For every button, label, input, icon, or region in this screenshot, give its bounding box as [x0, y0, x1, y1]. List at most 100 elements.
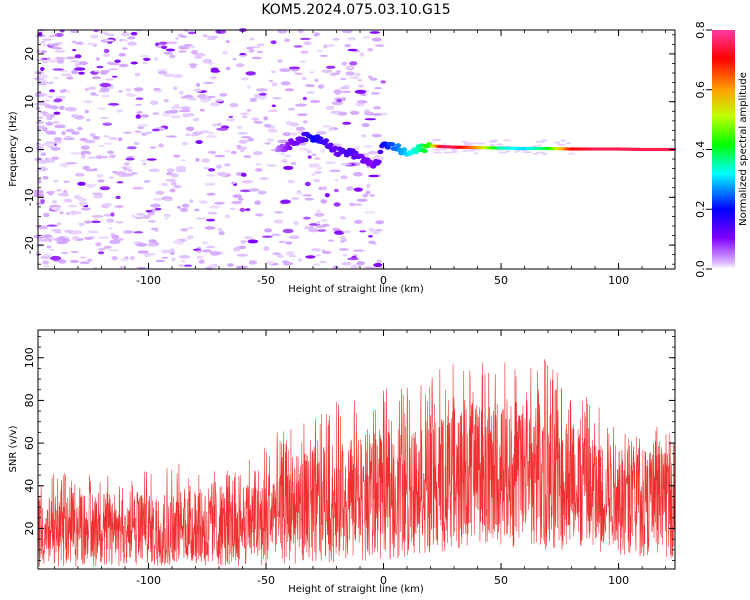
colorbar-tick-label: 0.6: [694, 81, 707, 99]
noise-blob: [340, 235, 346, 240]
noise-blob: [63, 180, 70, 183]
noise-blob: [349, 76, 360, 79]
signal-cell: [327, 142, 334, 147]
noise-blob: [320, 148, 325, 154]
noise-blob: [178, 50, 187, 53]
noise-blob: [157, 70, 168, 75]
noise-blob: [357, 79, 363, 82]
noise-blob: [313, 32, 320, 37]
noise-blob: [462, 149, 468, 152]
noise-blob: [354, 72, 361, 77]
snr-x-ticks: -100 -50 0 50 100: [54, 330, 666, 587]
x-tick-label: 0: [380, 574, 387, 587]
noise-blob: [232, 57, 237, 61]
noise-blob: [317, 229, 327, 232]
noise-blob: [91, 76, 102, 80]
noise-blob: [368, 75, 373, 79]
noise-blob: [283, 165, 294, 170]
noise-blob: [91, 192, 104, 195]
noise-blob: [270, 233, 281, 237]
noise-blob: [489, 140, 497, 143]
signal-cell: [323, 138, 330, 143]
noise-blob: [142, 162, 147, 166]
noise-blob: [111, 234, 120, 240]
noise-blob: [71, 114, 79, 119]
noise-blob: [75, 42, 83, 45]
noise-blob: [498, 151, 508, 154]
noise-blob: [112, 75, 118, 78]
colorbar-tick-label: 0.8: [694, 21, 707, 39]
noise-blob: [371, 113, 382, 116]
noise-blob: [333, 89, 342, 94]
noise-blob: [366, 183, 371, 188]
noise-blob: [246, 85, 251, 89]
noise-blob: [330, 72, 341, 76]
noise-blob: [147, 220, 157, 223]
noise-blob: [46, 245, 52, 249]
noise-blob: [78, 201, 88, 207]
noise-blob: [54, 50, 66, 53]
y-tick-label: -20: [23, 236, 36, 254]
noise-blob: [180, 35, 188, 38]
noise-blob: [178, 109, 191, 113]
noise-blob: [122, 47, 128, 50]
noise-blob: [74, 54, 82, 59]
noise-blob: [57, 236, 66, 240]
noise-blob: [350, 265, 359, 270]
noise-blob: [99, 82, 112, 88]
noise-blob: [514, 150, 519, 153]
noise-blob: [178, 45, 190, 50]
noise-blob: [97, 179, 105, 183]
noise-blob: [362, 36, 372, 39]
noise-blob: [248, 188, 260, 192]
noise-blob: [352, 171, 363, 177]
noise-blob: [495, 143, 504, 146]
noise-blob: [333, 188, 339, 193]
noise-blob: [303, 41, 312, 46]
noise-blob: [191, 50, 198, 55]
noise-blob: [368, 235, 373, 238]
noise-blob: [276, 254, 284, 258]
noise-blob: [359, 52, 365, 57]
noise-blob: [56, 189, 62, 192]
noise-blob: [71, 69, 79, 75]
noise-blob: [175, 165, 187, 171]
noise-blob: [288, 235, 300, 239]
noise-blob: [154, 242, 159, 246]
noise-blob: [259, 92, 267, 96]
noise-blob: [91, 215, 104, 218]
noise-blob: [432, 151, 443, 154]
noise-blob: [138, 123, 149, 127]
noise-blob: [329, 169, 341, 173]
noise-blob: [354, 89, 367, 94]
noise-blob: [87, 42, 98, 46]
noise-blob: [53, 137, 63, 142]
noise-blob: [120, 258, 129, 262]
noise-blob: [307, 228, 319, 233]
noise-blob: [503, 139, 511, 142]
noise-blob: [339, 87, 350, 89]
noise-blob: [203, 59, 210, 64]
noise-blob: [78, 71, 85, 75]
noise-blob: [148, 168, 160, 173]
noise-blob: [288, 66, 301, 70]
noise-blob: [210, 67, 219, 72]
noise-blob: [43, 212, 50, 218]
noise-blob: [163, 73, 175, 78]
noise-blob: [129, 255, 135, 261]
colorbar-ticks: 0.0 0.2 0.4 0.6 0.8: [694, 21, 712, 278]
noise-blob: [102, 53, 111, 57]
noise-blob: [291, 132, 298, 137]
noise-blob: [126, 93, 137, 97]
noise-blob: [46, 132, 57, 135]
noise-blob: [87, 230, 99, 234]
noise-blob: [192, 117, 200, 122]
noise-blob: [560, 139, 566, 142]
noise-blob: [42, 260, 49, 265]
noise-blob: [222, 50, 228, 55]
noise-blob: [193, 88, 203, 92]
noise-blob: [271, 70, 276, 74]
noise-blob: [46, 115, 53, 121]
signal-cell: [418, 143, 425, 148]
